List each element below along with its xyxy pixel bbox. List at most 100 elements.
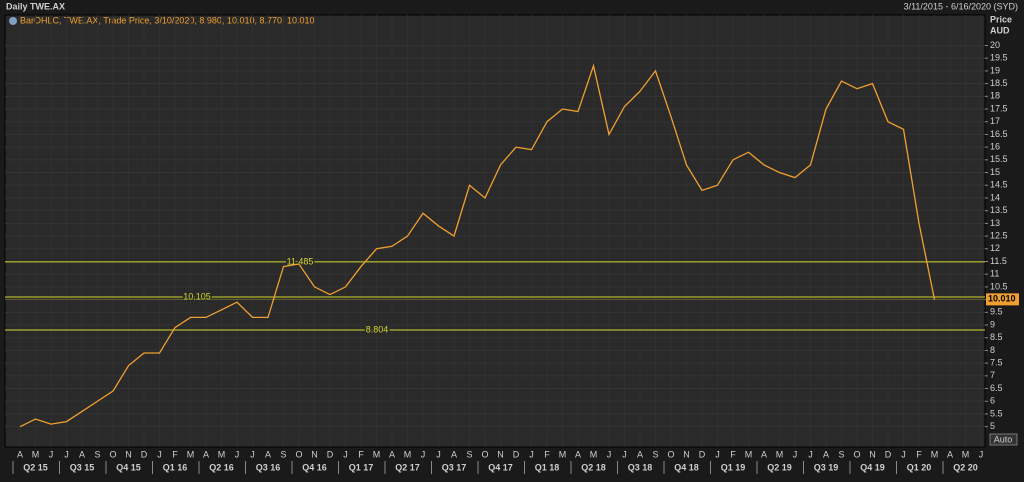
x-tick-label: O [481, 449, 488, 459]
level-label: 10.105 [183, 291, 211, 301]
y-tick-label: 6.5 [990, 383, 1003, 393]
y-tick-label: 20 [990, 40, 1000, 50]
y-tick-label: 7 [990, 370, 995, 380]
y-tick-label: 16.5 [990, 129, 1008, 139]
y-tick-label: 18 [990, 91, 1000, 101]
x-tick-label: D [327, 449, 334, 459]
quarter-label: Q4 19 [860, 462, 885, 472]
x-tick-label: N [683, 449, 690, 459]
y-tick-label: 18.5 [990, 78, 1008, 88]
x-tick-label: J [901, 449, 906, 459]
x-tick-label: S [838, 449, 844, 459]
x-tick-label: D [885, 449, 892, 459]
x-tick-label: A [823, 449, 829, 459]
y-tick-label: 13.5 [990, 205, 1008, 215]
x-tick-label: D [699, 449, 706, 459]
x-tick-label: A [389, 449, 395, 459]
quarter-label: Q2 15 [23, 462, 48, 472]
quarter-label: Q1 20 [907, 462, 932, 472]
x-tick-label: N [311, 449, 318, 459]
y-tick-label: 7.5 [990, 358, 1003, 368]
x-tick-label: O [853, 449, 860, 459]
y-tick-label: 5.5 [990, 408, 1003, 418]
quarter-label: Q2 20 [953, 462, 978, 472]
y-tick-label: 5 [990, 421, 995, 431]
quarter-label: Q2 16 [209, 462, 234, 472]
y-tick-label: 11 [990, 269, 999, 279]
x-tick-label: M [187, 449, 195, 459]
plot-area [4, 14, 986, 448]
x-tick-label: J [250, 449, 255, 459]
x-tick-label: J [979, 449, 984, 459]
y-tick-label: 19.5 [990, 53, 1008, 63]
x-tick-label: J [808, 449, 813, 459]
x-tick-label: F [544, 449, 550, 459]
y-tick-label: 11.5 [990, 256, 1007, 266]
y-tick-label: 19 [990, 65, 1000, 75]
y-tick-label: 17 [990, 116, 1000, 126]
x-tick-label: M [373, 449, 381, 459]
quarter-label: Q4 17 [488, 462, 513, 472]
y-tick-label: 9 [990, 319, 995, 329]
quarter-label: Q4 18 [674, 462, 699, 472]
auto-button-label[interactable]: Auto [994, 434, 1013, 444]
x-tick-label: S [280, 449, 286, 459]
x-tick-label: A [637, 449, 643, 459]
x-tick-label: N [125, 449, 132, 459]
chart-title: Daily TWE.AX [6, 1, 65, 11]
x-tick-label: M [32, 449, 40, 459]
x-tick-label: A [575, 449, 581, 459]
x-tick-label: J [793, 449, 798, 459]
quarter-label: Q3 15 [70, 462, 95, 472]
y-tick-label: 10.5 [990, 281, 1008, 291]
x-tick-label: F [172, 449, 178, 459]
y-axis-unit: AUD [990, 25, 1010, 35]
y-tick-label: 13 [990, 218, 1000, 228]
x-tick-label: J [715, 449, 720, 459]
x-tick-label: M [590, 449, 598, 459]
x-tick-label: M [745, 449, 753, 459]
quarter-label: Q4 15 [116, 462, 141, 472]
x-tick-label: J [436, 449, 441, 459]
x-tick-label: J [622, 449, 627, 459]
x-tick-label: O [667, 449, 674, 459]
y-tick-label: 15 [990, 167, 1000, 177]
x-tick-label: D [141, 449, 148, 459]
y-tick-label: 12 [990, 243, 1000, 253]
y-tick-label: 17.5 [990, 103, 1008, 113]
legend-text: BarOHLC, TWE.AX, Trade Price, 3/10/2020,… [20, 15, 315, 25]
x-tick-label: J [157, 449, 162, 459]
x-tick-label: S [466, 449, 472, 459]
x-tick-label: J [607, 449, 612, 459]
y-tick-label: 8 [990, 345, 995, 355]
x-tick-label: A [451, 449, 457, 459]
last-price-label: 10.010 [988, 294, 1016, 304]
x-tick-label: O [109, 449, 116, 459]
y-tick-label: 14.5 [990, 180, 1008, 190]
level-label: 8.804 [366, 324, 389, 334]
last-price-box [986, 293, 1019, 306]
x-tick-label: M [404, 449, 412, 459]
auto-button[interactable] [989, 433, 1018, 446]
y-tick-label: 8.5 [990, 332, 1003, 342]
x-tick-label: A [947, 449, 953, 459]
quarter-label: Q1 16 [163, 462, 188, 472]
x-tick-label: S [94, 449, 100, 459]
date-range: 3/11/2015 - 6/16/2020 (SYD) [904, 1, 1018, 11]
x-tick-label: M [776, 449, 784, 459]
x-tick-label: A [203, 449, 209, 459]
quarter-label: Q3 17 [442, 462, 467, 472]
x-tick-label: A [265, 449, 271, 459]
x-tick-label: N [869, 449, 876, 459]
quarter-label: Q2 19 [767, 462, 792, 472]
legend-icon[interactable] [9, 17, 17, 25]
y-axis-label: Price [990, 14, 1012, 24]
quarter-label: Q2 17 [395, 462, 420, 472]
price-line [19, 63, 936, 428]
quarter-label: Q1 18 [535, 462, 560, 472]
x-tick-label: D [513, 449, 520, 459]
y-tick-label: 15.5 [990, 154, 1008, 164]
x-tick-label: M [218, 449, 226, 459]
quarter-label: Q3 18 [628, 462, 653, 472]
